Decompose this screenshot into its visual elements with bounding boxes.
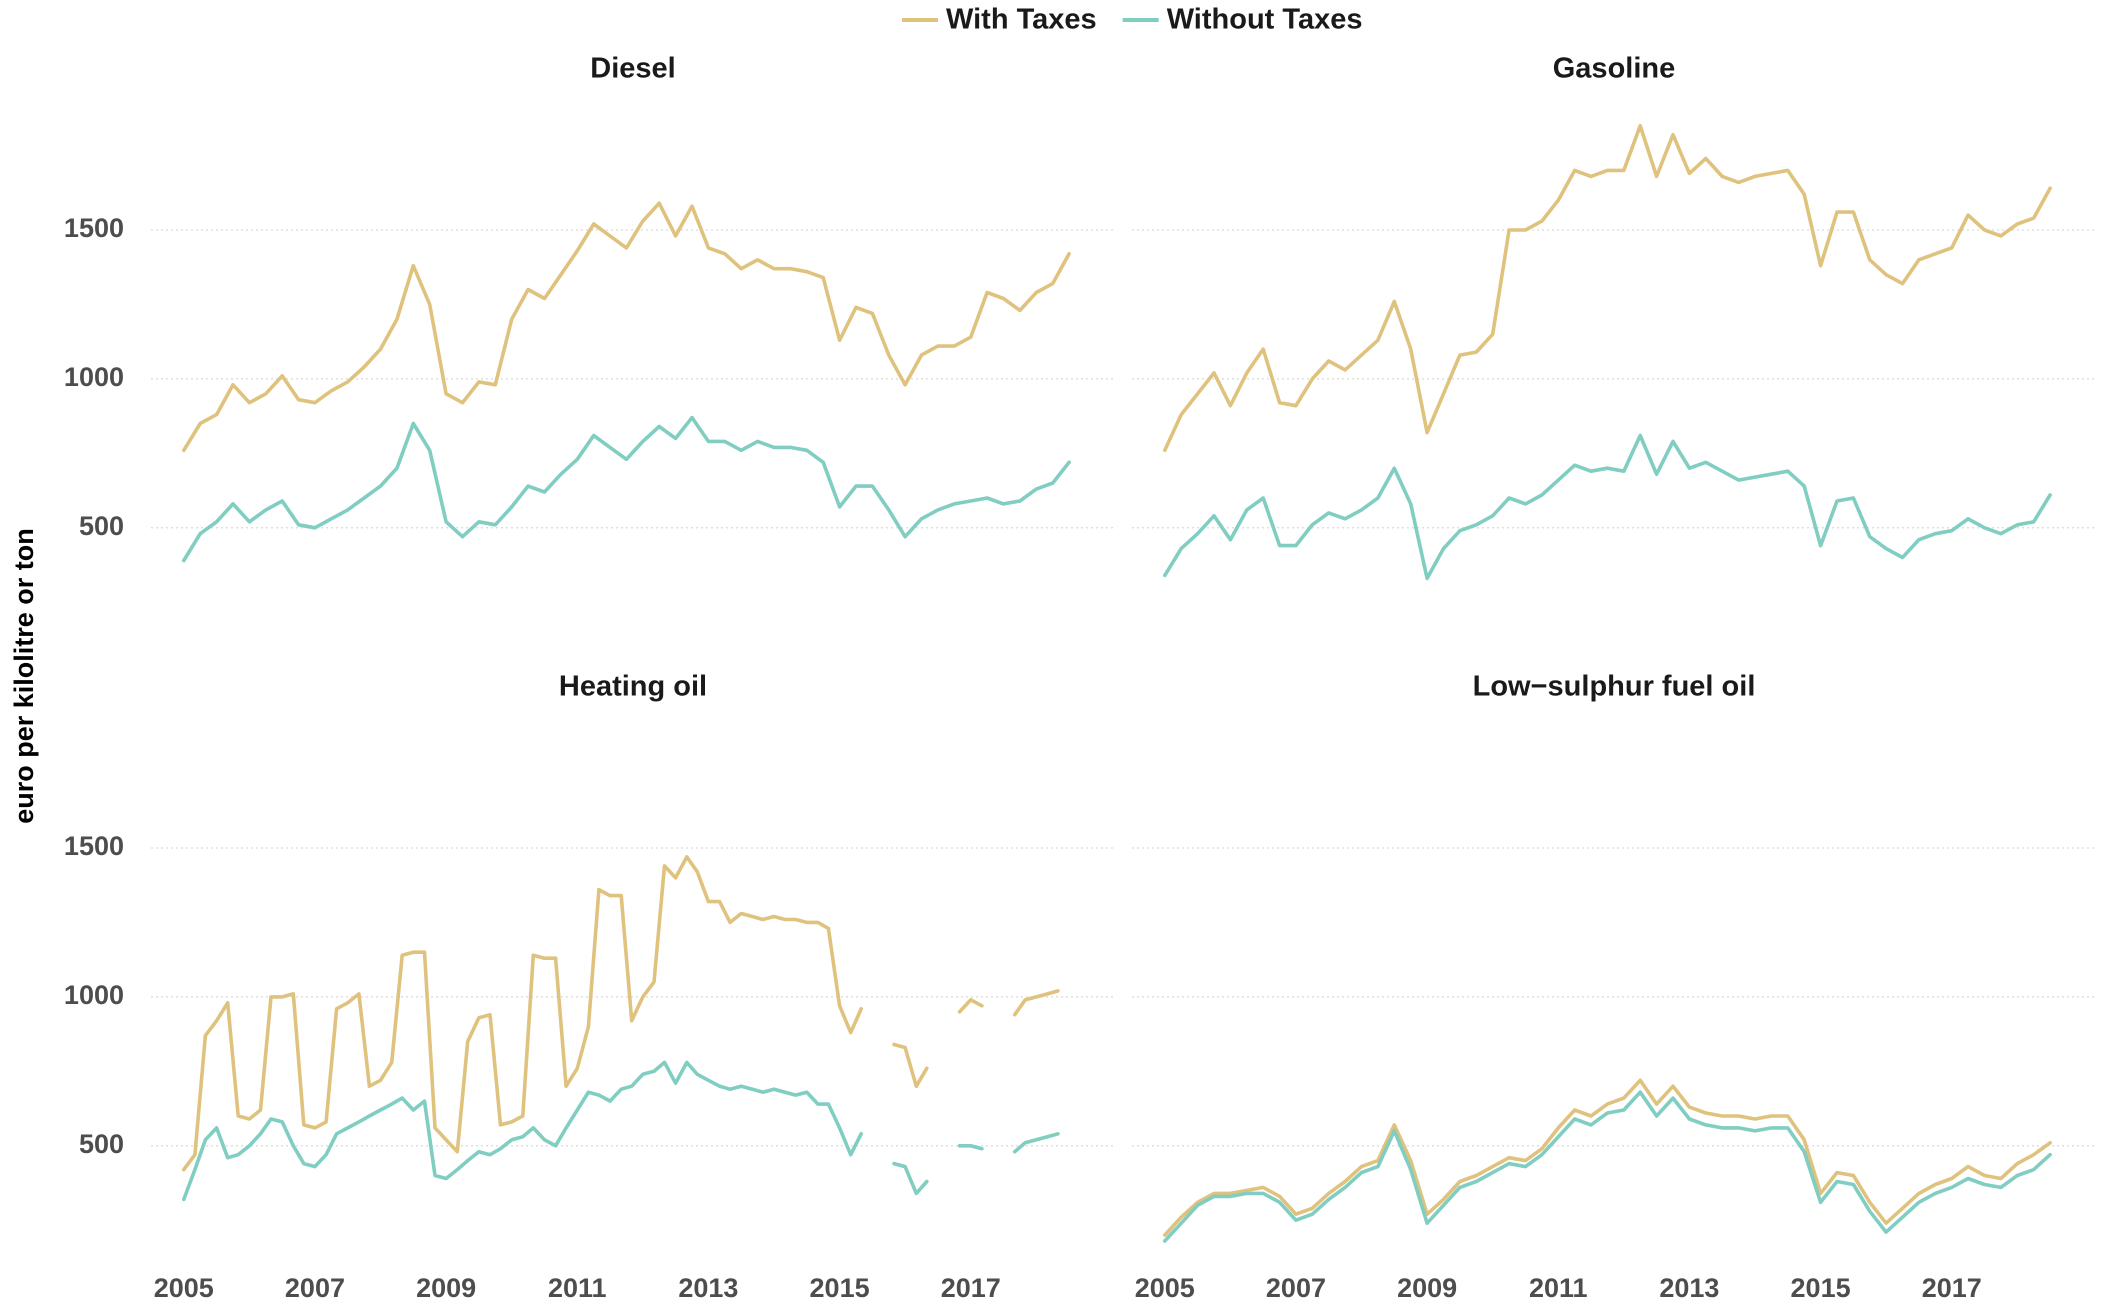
x-tick-label: 2011 xyxy=(1529,1273,1588,1302)
x-tick-label: 2015 xyxy=(1791,1273,1851,1302)
series-line xyxy=(182,201,1071,453)
legend-label: Without Taxes xyxy=(1167,4,1363,36)
y-tick-label: 1000 xyxy=(64,980,124,1010)
series-line xyxy=(1163,1078,2052,1237)
panel-title: Diesel xyxy=(590,53,675,85)
x-tick-label: 2005 xyxy=(1135,1273,1195,1302)
series-line xyxy=(1163,1090,2052,1243)
series-line xyxy=(182,855,1060,1172)
x-tick-label: 2013 xyxy=(1659,1273,1719,1302)
x-tick-label: 2017 xyxy=(1922,1273,1982,1302)
y-axis-label: euro per kilolitre or ton xyxy=(9,528,39,824)
panel-title: Gasoline xyxy=(1553,53,1676,85)
legend-label: With Taxes xyxy=(946,4,1097,36)
x-tick-label: 2005 xyxy=(154,1273,214,1302)
series-line xyxy=(182,1060,1060,1202)
y-tick-label: 500 xyxy=(79,511,124,541)
x-tick-label: 2011 xyxy=(548,1273,607,1302)
y-tick-label: 1500 xyxy=(64,213,124,243)
panel-title: Low−sulphur fuel oil xyxy=(1473,671,1756,703)
series-line xyxy=(182,415,1071,563)
x-tick-label: 2015 xyxy=(810,1273,870,1302)
panel-title: Heating oil xyxy=(559,671,707,703)
series-line xyxy=(1163,433,2052,581)
x-tick-label: 2007 xyxy=(285,1273,345,1302)
x-tick-label: 2013 xyxy=(678,1273,738,1302)
x-tick-label: 2017 xyxy=(941,1273,1001,1302)
y-tick-label: 1500 xyxy=(64,831,124,861)
x-tick-label: 2007 xyxy=(1266,1273,1326,1302)
series-line xyxy=(1163,124,2052,453)
x-tick-label: 2009 xyxy=(416,1273,476,1302)
x-tick-label: 2009 xyxy=(1397,1273,1457,1302)
y-tick-label: 500 xyxy=(79,1129,124,1159)
y-tick-label: 1000 xyxy=(64,362,124,392)
